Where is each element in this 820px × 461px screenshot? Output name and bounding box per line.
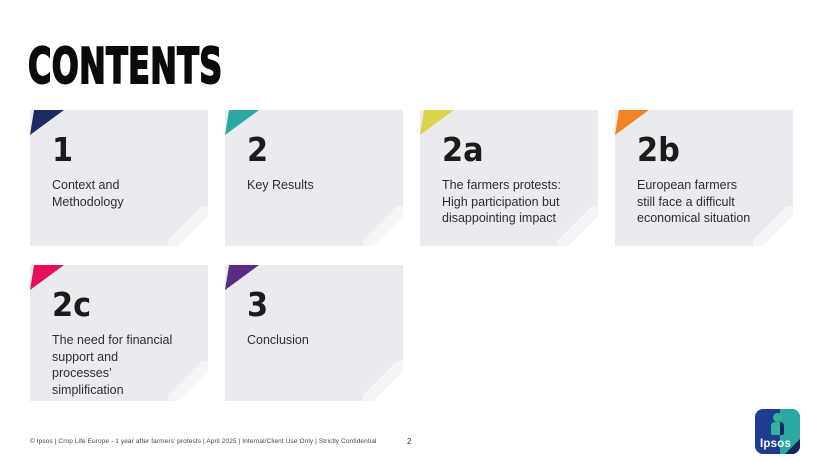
card-number: 3 [247, 285, 269, 324]
fold-shade [363, 206, 403, 246]
ipsos-logo: Ipsos [755, 409, 800, 454]
logo-teal-band [779, 409, 800, 454]
page-title: CONTENTS [27, 38, 223, 95]
logo-person-icon [773, 413, 782, 422]
logo-person-shadow [780, 422, 784, 435]
card-number: 1 [52, 130, 74, 169]
fold-shade [363, 361, 403, 401]
card-number: 2 [247, 130, 269, 169]
toc-card-context-methodology[interactable]: 1 Context and Methodology [30, 110, 208, 246]
fold-shade [168, 206, 208, 246]
card-label: Key Results [247, 178, 314, 193]
card-number: 2c [52, 285, 92, 324]
toc-card-european-farmers[interactable]: 2b European farmers still face a difficu… [615, 110, 793, 246]
card-number: 2b [637, 130, 680, 169]
card-label: The need for financial support and proce… [52, 333, 173, 397]
card-label: European farmers still face a difficult … [637, 178, 751, 226]
toc-card-conclusion[interactable]: 3 Conclusion [225, 265, 403, 401]
toc-card-key-results[interactable]: 2 Key Results [225, 110, 403, 246]
footer-copyright: © Ipsos | Crop Life Europe - 1 year afte… [30, 438, 377, 445]
card-label: The farmers protests: High participation… [442, 178, 561, 226]
page-number: 2 [407, 437, 412, 446]
card-label: Context and Methodology [52, 178, 124, 209]
logo-wordmark: Ipsos [760, 438, 792, 450]
toc-card-farmers-protests[interactable]: 2a The farmers protests: High participat… [420, 110, 598, 246]
toc-card-financial-support[interactable]: 2c The need for financial support and pr… [30, 265, 208, 401]
card-number: 2a [442, 130, 484, 169]
card-label: Conclusion [247, 333, 309, 348]
